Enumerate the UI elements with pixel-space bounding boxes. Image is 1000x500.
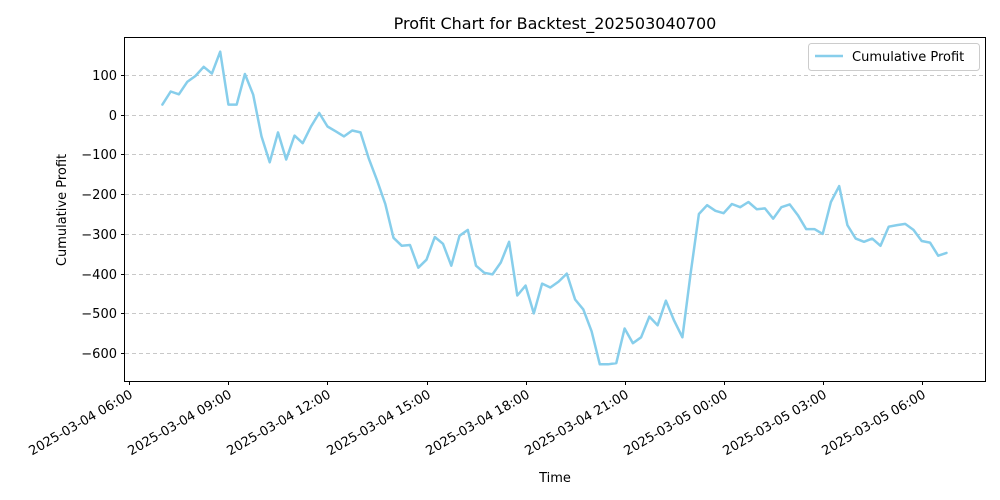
y-axis-ticks: 100 0 −100 −200 −300 −400 −500 −600	[81, 69, 125, 362]
y-tick-label: −200	[81, 188, 117, 203]
series-layer	[161, 50, 948, 366]
y-tick-label: −100	[81, 148, 117, 163]
y-tick-label: −300	[81, 228, 117, 243]
y-tick-label: −500	[81, 307, 117, 322]
y-tick-label: 0	[109, 109, 117, 124]
y-axis-label: Cumulative Profit	[55, 154, 70, 266]
y-tick-label: −400	[81, 268, 117, 283]
y-tick-label: −600	[81, 347, 117, 362]
legend-box	[808, 43, 980, 71]
y-tick-label: 100	[92, 69, 117, 84]
legend-label: Cumulative Profit	[852, 50, 964, 65]
chart-title: Profit Chart for Backtest_202503040700	[394, 14, 717, 34]
plot-frame	[124, 37, 986, 382]
x-axis-label: Time	[538, 471, 571, 486]
legend: Cumulative Profit	[808, 43, 980, 71]
series-line-cumulative-profit	[161, 50, 948, 366]
